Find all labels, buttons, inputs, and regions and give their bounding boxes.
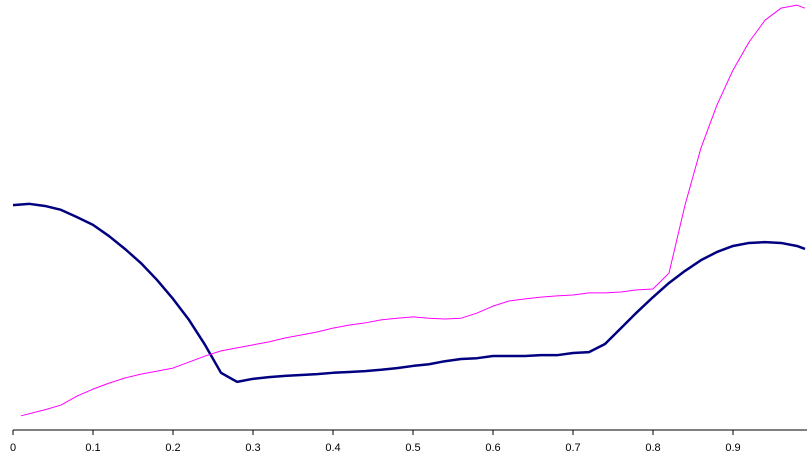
- x-tick-label: 0.7: [565, 442, 580, 454]
- x-tick-label: 0.4: [325, 442, 340, 454]
- x-tick-label: 0.5: [405, 442, 420, 454]
- x-tick-label: 0.2: [165, 442, 180, 454]
- x-tick-label: 0.6: [485, 442, 500, 454]
- x-tick-label: 0: [10, 442, 16, 454]
- x-tick-label: 0.9: [725, 442, 740, 454]
- series-line: [12, 202, 806, 384]
- series-line: [20, 4, 806, 417]
- x-tick-label: 0.3: [245, 442, 260, 454]
- x-tick-label: 0.1: [85, 442, 100, 454]
- x-tick-label: 0.8: [645, 442, 660, 454]
